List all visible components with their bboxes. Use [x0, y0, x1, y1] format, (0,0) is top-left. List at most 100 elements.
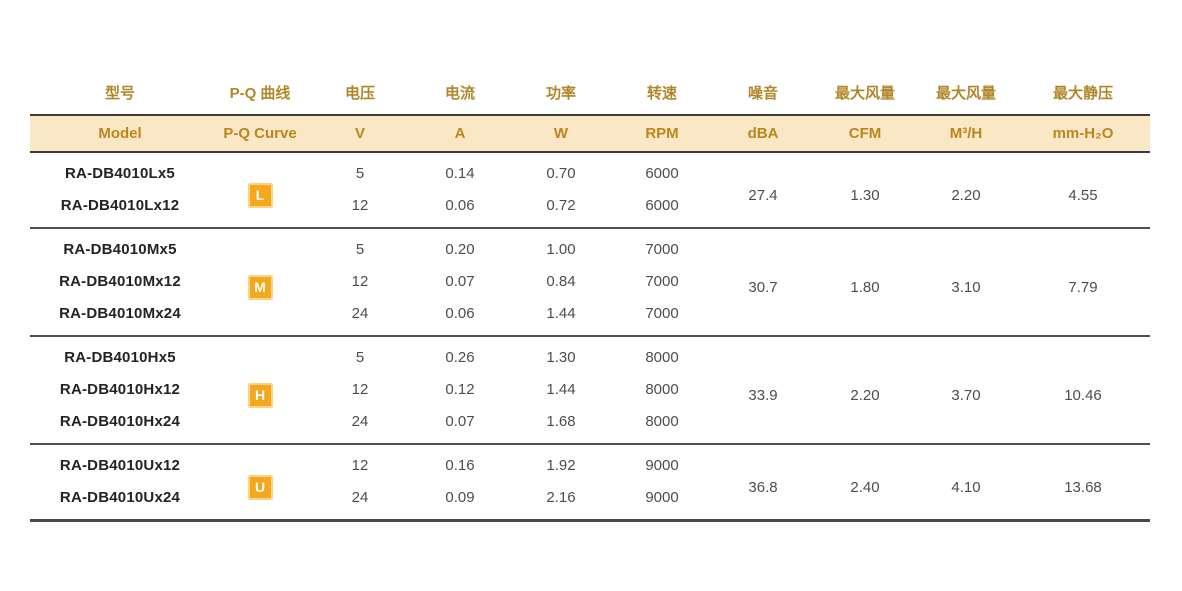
group-U: RA-DB4010Ux12 U 12 0.16 1.92 9000 36.8 2… [30, 444, 1150, 521]
group-M: RA-DB4010Mx5 M 5 0.20 1.00 7000 30.7 1.8… [30, 228, 1150, 336]
pq-curve-cell: M [210, 228, 310, 336]
model-cell: RA-DB4010Ux12 [59, 457, 181, 474]
speed-cell: 6000 [645, 165, 679, 182]
pq-curve-badge-M: M [247, 275, 273, 300]
header-max-static-pressure-cn: 最大静压 [1016, 74, 1150, 115]
header-power-unit: W [510, 114, 612, 153]
static-pressure-cell: 13.68 [1064, 478, 1102, 496]
power-cell: 1.68 [546, 413, 576, 430]
table-row: RA-DB4010Ux24 24 0.09 2.16 9000 [30, 482, 1150, 521]
group-H: RA-DB4010Hx5 H 5 0.26 1.30 8000 33.9 2.2… [30, 336, 1150, 444]
airflow-cfm-cell: 2.20 [850, 386, 880, 404]
noise-cell: 36.8 [748, 478, 778, 496]
airflow-m3h-cell: 4.10 [951, 478, 981, 496]
power-cell: 1.30 [546, 349, 576, 366]
voltage-cell: 5 [355, 241, 365, 258]
speed-cell: 7000 [645, 273, 679, 290]
noise-cell: 27.4 [748, 186, 778, 204]
pq-curve-cell: L [210, 152, 310, 228]
current-cell: 0.09 [445, 489, 475, 506]
noise-cell: 33.9 [748, 386, 778, 404]
power-cell: 1.00 [546, 241, 576, 258]
header-voltage-cn: 电压 [310, 74, 410, 115]
voltage-cell: 5 [355, 349, 365, 366]
voltage-cell: 12 [351, 273, 369, 290]
current-cell: 0.26 [445, 349, 475, 366]
header-noise-unit: dBA [712, 114, 814, 153]
header-max-airflow-cfm-cn: 最大风量 [814, 74, 916, 115]
pq-curve-badge-L: L [247, 183, 273, 208]
power-cell: 0.70 [546, 165, 576, 182]
current-cell: 0.07 [445, 413, 475, 430]
speed-cell: 9000 [645, 489, 679, 506]
airflow-cfm-cell: 2.40 [850, 478, 880, 496]
table-row: RA-DB4010Mx24 24 0.06 1.44 7000 [30, 298, 1150, 336]
power-cell: 0.84 [546, 273, 576, 290]
model-cell: RA-DB4010Mx12 [59, 273, 181, 290]
model-cell: RA-DB4010Hx12 [59, 381, 181, 398]
voltage-cell: 12 [351, 197, 369, 214]
airflow-m3h-cell: 2.20 [951, 186, 981, 204]
model-cell: RA-DB4010Lx5 [65, 165, 175, 182]
model-cell: RA-DB4010Mx5 [63, 241, 177, 258]
noise-cell: 30.7 [748, 278, 778, 296]
power-cell: 1.44 [546, 381, 576, 398]
speed-cell: 8000 [645, 349, 679, 366]
speed-cell: 8000 [645, 413, 679, 430]
model-cell: RA-DB4010Hx5 [64, 349, 176, 366]
static-pressure-cell: 4.55 [1068, 186, 1098, 204]
table-row: RA-DB4010Hx5 H 5 0.26 1.30 8000 33.9 2.2… [30, 336, 1150, 408]
table-row: RA-DB4010Hx12 12 0.12 1.44 8000 [30, 374, 1150, 406]
model-cell: RA-DB4010Ux24 [59, 489, 181, 506]
airflow-cfm-cell: 1.80 [850, 278, 880, 296]
model-cell: RA-DB4010Mx24 [59, 305, 181, 322]
power-cell: 1.44 [546, 305, 576, 322]
current-cell: 0.20 [445, 241, 475, 258]
current-cell: 0.07 [445, 273, 475, 290]
header-noise-cn: 噪音 [712, 74, 814, 115]
header-max-airflow-m3h-cn: 最大风量 [916, 74, 1016, 115]
voltage-cell: 24 [351, 489, 369, 506]
header-pq-curve-en: P-Q Curve [210, 114, 310, 153]
current-cell: 0.14 [445, 165, 475, 182]
header-model-en: Model [30, 114, 210, 153]
current-cell: 0.06 [445, 305, 475, 322]
header-current-unit: A [410, 114, 510, 153]
static-pressure-cell: 10.46 [1064, 386, 1102, 404]
header-speed-unit: RPM [612, 114, 712, 153]
static-pressure-cell: 7.79 [1068, 278, 1098, 296]
header-model-cn: 型号 [30, 74, 210, 115]
pq-curve-cell: U [210, 444, 310, 521]
power-cell: 0.72 [546, 197, 576, 214]
current-cell: 0.06 [445, 197, 475, 214]
pq-curve-badge-U: U [247, 475, 273, 500]
header-row-chinese: 型号 P-Q 曲线 电压 电流 功率 转速 噪音 最大风量 最大风量 最大静压 [30, 74, 1150, 115]
table-row: RA-DB4010Mx5 M 5 0.20 1.00 7000 30.7 1.8… [30, 228, 1150, 300]
table-row: RA-DB4010Hx24 24 0.07 1.68 8000 [30, 406, 1150, 444]
model-cell: RA-DB4010Hx24 [59, 413, 181, 430]
model-cell: RA-DB4010Lx12 [60, 197, 180, 214]
voltage-cell: 5 [355, 165, 365, 182]
power-cell: 1.92 [546, 457, 576, 474]
speed-cell: 6000 [645, 197, 679, 214]
header-row-english: Model P-Q Curve V A W RPM dBA CFM M³/H m… [30, 114, 1150, 153]
speed-cell: 7000 [645, 305, 679, 322]
voltage-cell: 12 [351, 381, 369, 398]
pq-curve-badge-H: H [247, 383, 273, 408]
voltage-cell: 12 [351, 457, 369, 474]
header-voltage-unit: V [310, 114, 410, 153]
header-pq-curve-cn: P-Q 曲线 [210, 74, 310, 115]
airflow-m3h-cell: 3.10 [951, 278, 981, 296]
current-cell: 0.16 [445, 457, 475, 474]
power-cell: 2.16 [546, 489, 576, 506]
table-row: RA-DB4010Mx12 12 0.07 0.84 7000 [30, 266, 1150, 298]
table-row: RA-DB4010Lx12 12 0.06 0.72 6000 [30, 190, 1150, 228]
header-speed-cn: 转速 [612, 74, 712, 115]
speed-cell: 7000 [645, 241, 679, 258]
airflow-m3h-cell: 3.70 [951, 386, 981, 404]
header-airflow-m3h-unit: M³/H [916, 114, 1016, 153]
voltage-cell: 24 [351, 305, 369, 322]
current-cell: 0.12 [445, 381, 475, 398]
speed-cell: 9000 [645, 457, 679, 474]
